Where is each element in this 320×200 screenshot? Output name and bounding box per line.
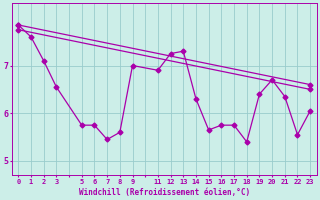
X-axis label: Windchill (Refroidissement éolien,°C): Windchill (Refroidissement éolien,°C) <box>79 188 250 197</box>
